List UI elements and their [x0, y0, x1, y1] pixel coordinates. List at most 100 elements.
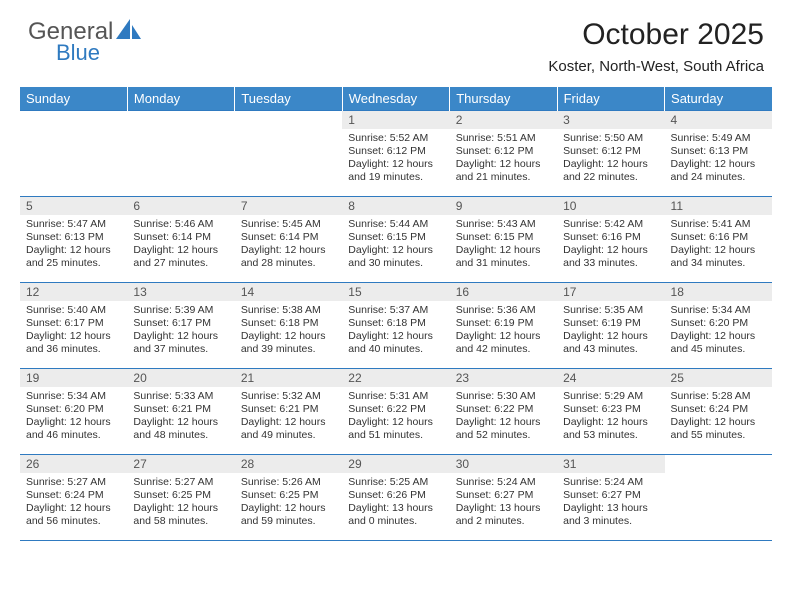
day-detail: Sunrise: 5:49 AMSunset: 6:13 PMDaylight:… [665, 129, 772, 187]
day-detail: Sunrise: 5:40 AMSunset: 6:17 PMDaylight:… [20, 301, 127, 359]
day-number: 15 [342, 283, 449, 301]
day-detail: Sunrise: 5:24 AMSunset: 6:27 PMDaylight:… [557, 473, 664, 531]
page-subtitle: Koster, North-West, South Africa [548, 58, 764, 75]
calendar-cell [20, 111, 127, 197]
day-detail: Sunrise: 5:42 AMSunset: 6:16 PMDaylight:… [557, 215, 664, 273]
day-detail: Sunrise: 5:46 AMSunset: 6:14 PMDaylight:… [127, 215, 234, 273]
day-detail: Sunrise: 5:30 AMSunset: 6:22 PMDaylight:… [450, 387, 557, 445]
day-detail: Sunrise: 5:52 AMSunset: 6:12 PMDaylight:… [342, 129, 449, 187]
day-number: 27 [127, 455, 234, 473]
day-detail: Sunrise: 5:32 AMSunset: 6:21 PMDaylight:… [235, 387, 342, 445]
day-detail: Sunrise: 5:28 AMSunset: 6:24 PMDaylight:… [665, 387, 772, 445]
day-detail: Sunrise: 5:35 AMSunset: 6:19 PMDaylight:… [557, 301, 664, 359]
day-header: Wednesday [342, 87, 449, 111]
calendar-row: 12Sunrise: 5:40 AMSunset: 6:17 PMDayligh… [20, 283, 772, 369]
calendar-cell: 16Sunrise: 5:36 AMSunset: 6:19 PMDayligh… [450, 283, 557, 369]
day-detail: Sunrise: 5:50 AMSunset: 6:12 PMDaylight:… [557, 129, 664, 187]
calendar-cell: 17Sunrise: 5:35 AMSunset: 6:19 PMDayligh… [557, 283, 664, 369]
calendar-row: 19Sunrise: 5:34 AMSunset: 6:20 PMDayligh… [20, 369, 772, 455]
calendar-cell: 30Sunrise: 5:24 AMSunset: 6:27 PMDayligh… [450, 455, 557, 541]
day-detail: Sunrise: 5:27 AMSunset: 6:25 PMDaylight:… [127, 473, 234, 531]
calendar-cell: 25Sunrise: 5:28 AMSunset: 6:24 PMDayligh… [665, 369, 772, 455]
day-header: Tuesday [235, 87, 342, 111]
day-number: 25 [665, 369, 772, 387]
day-header: Sunday [20, 87, 127, 111]
day-number: 21 [235, 369, 342, 387]
calendar-cell: 9Sunrise: 5:43 AMSunset: 6:15 PMDaylight… [450, 197, 557, 283]
calendar-cell: 11Sunrise: 5:41 AMSunset: 6:16 PMDayligh… [665, 197, 772, 283]
day-number: 11 [665, 197, 772, 215]
calendar-cell: 22Sunrise: 5:31 AMSunset: 6:22 PMDayligh… [342, 369, 449, 455]
calendar-cell: 5Sunrise: 5:47 AMSunset: 6:13 PMDaylight… [20, 197, 127, 283]
day-detail: Sunrise: 5:25 AMSunset: 6:26 PMDaylight:… [342, 473, 449, 531]
calendar-cell: 6Sunrise: 5:46 AMSunset: 6:14 PMDaylight… [127, 197, 234, 283]
day-number: 6 [127, 197, 234, 215]
calendar-row: 5Sunrise: 5:47 AMSunset: 6:13 PMDaylight… [20, 197, 772, 283]
calendar-cell [665, 455, 772, 541]
calendar-row: 1Sunrise: 5:52 AMSunset: 6:12 PMDaylight… [20, 111, 772, 197]
day-number: 9 [450, 197, 557, 215]
page-title: October 2025 [548, 18, 764, 52]
day-header: Friday [557, 87, 664, 111]
logo-text-blue: Blue [56, 40, 142, 66]
calendar-cell: 24Sunrise: 5:29 AMSunset: 6:23 PMDayligh… [557, 369, 664, 455]
day-number: 31 [557, 455, 664, 473]
day-detail: Sunrise: 5:34 AMSunset: 6:20 PMDaylight:… [20, 387, 127, 445]
day-number: 7 [235, 197, 342, 215]
day-detail: Sunrise: 5:51 AMSunset: 6:12 PMDaylight:… [450, 129, 557, 187]
calendar-row: 26Sunrise: 5:27 AMSunset: 6:24 PMDayligh… [20, 455, 772, 541]
day-number: 10 [557, 197, 664, 215]
day-number: 14 [235, 283, 342, 301]
calendar-cell [127, 111, 234, 197]
day-number: 8 [342, 197, 449, 215]
day-number: 19 [20, 369, 127, 387]
day-detail: Sunrise: 5:44 AMSunset: 6:15 PMDaylight:… [342, 215, 449, 273]
calendar-cell: 14Sunrise: 5:38 AMSunset: 6:18 PMDayligh… [235, 283, 342, 369]
day-detail: Sunrise: 5:31 AMSunset: 6:22 PMDaylight:… [342, 387, 449, 445]
day-detail: Sunrise: 5:45 AMSunset: 6:14 PMDaylight:… [235, 215, 342, 273]
day-detail: Sunrise: 5:47 AMSunset: 6:13 PMDaylight:… [20, 215, 127, 273]
day-number: 29 [342, 455, 449, 473]
day-number: 5 [20, 197, 127, 215]
calendar-cell: 12Sunrise: 5:40 AMSunset: 6:17 PMDayligh… [20, 283, 127, 369]
day-detail: Sunrise: 5:36 AMSunset: 6:19 PMDaylight:… [450, 301, 557, 359]
day-detail: Sunrise: 5:43 AMSunset: 6:15 PMDaylight:… [450, 215, 557, 273]
day-detail: Sunrise: 5:39 AMSunset: 6:17 PMDaylight:… [127, 301, 234, 359]
day-number: 3 [557, 111, 664, 129]
brand-logo: General Blue [28, 18, 142, 66]
calendar-cell: 3Sunrise: 5:50 AMSunset: 6:12 PMDaylight… [557, 111, 664, 197]
day-number: 22 [342, 369, 449, 387]
day-detail: Sunrise: 5:34 AMSunset: 6:20 PMDaylight:… [665, 301, 772, 359]
day-header: Monday [127, 87, 234, 111]
day-number: 2 [450, 111, 557, 129]
day-number: 26 [20, 455, 127, 473]
header: General Blue October 2025 Koster, North-… [0, 0, 792, 83]
day-number: 16 [450, 283, 557, 301]
calendar-cell [235, 111, 342, 197]
day-detail: Sunrise: 5:29 AMSunset: 6:23 PMDaylight:… [557, 387, 664, 445]
calendar-cell: 4Sunrise: 5:49 AMSunset: 6:13 PMDaylight… [665, 111, 772, 197]
day-detail: Sunrise: 5:24 AMSunset: 6:27 PMDaylight:… [450, 473, 557, 531]
day-number: 28 [235, 455, 342, 473]
calendar-cell: 13Sunrise: 5:39 AMSunset: 6:17 PMDayligh… [127, 283, 234, 369]
day-header: Saturday [665, 87, 772, 111]
calendar-cell: 26Sunrise: 5:27 AMSunset: 6:24 PMDayligh… [20, 455, 127, 541]
calendar-cell: 20Sunrise: 5:33 AMSunset: 6:21 PMDayligh… [127, 369, 234, 455]
day-number: 17 [557, 283, 664, 301]
day-header-row: Sunday Monday Tuesday Wednesday Thursday… [20, 87, 772, 111]
calendar-cell: 27Sunrise: 5:27 AMSunset: 6:25 PMDayligh… [127, 455, 234, 541]
day-detail: Sunrise: 5:38 AMSunset: 6:18 PMDaylight:… [235, 301, 342, 359]
day-number: 30 [450, 455, 557, 473]
calendar-cell: 19Sunrise: 5:34 AMSunset: 6:20 PMDayligh… [20, 369, 127, 455]
calendar-cell: 2Sunrise: 5:51 AMSunset: 6:12 PMDaylight… [450, 111, 557, 197]
day-number: 24 [557, 369, 664, 387]
calendar-cell: 7Sunrise: 5:45 AMSunset: 6:14 PMDaylight… [235, 197, 342, 283]
title-block: October 2025 Koster, North-West, South A… [548, 18, 764, 75]
calendar-cell: 23Sunrise: 5:30 AMSunset: 6:22 PMDayligh… [450, 369, 557, 455]
day-detail: Sunrise: 5:41 AMSunset: 6:16 PMDaylight:… [665, 215, 772, 273]
day-number: 4 [665, 111, 772, 129]
day-number: 12 [20, 283, 127, 301]
calendar-cell: 15Sunrise: 5:37 AMSunset: 6:18 PMDayligh… [342, 283, 449, 369]
day-number: 18 [665, 283, 772, 301]
day-number: 1 [342, 111, 449, 129]
